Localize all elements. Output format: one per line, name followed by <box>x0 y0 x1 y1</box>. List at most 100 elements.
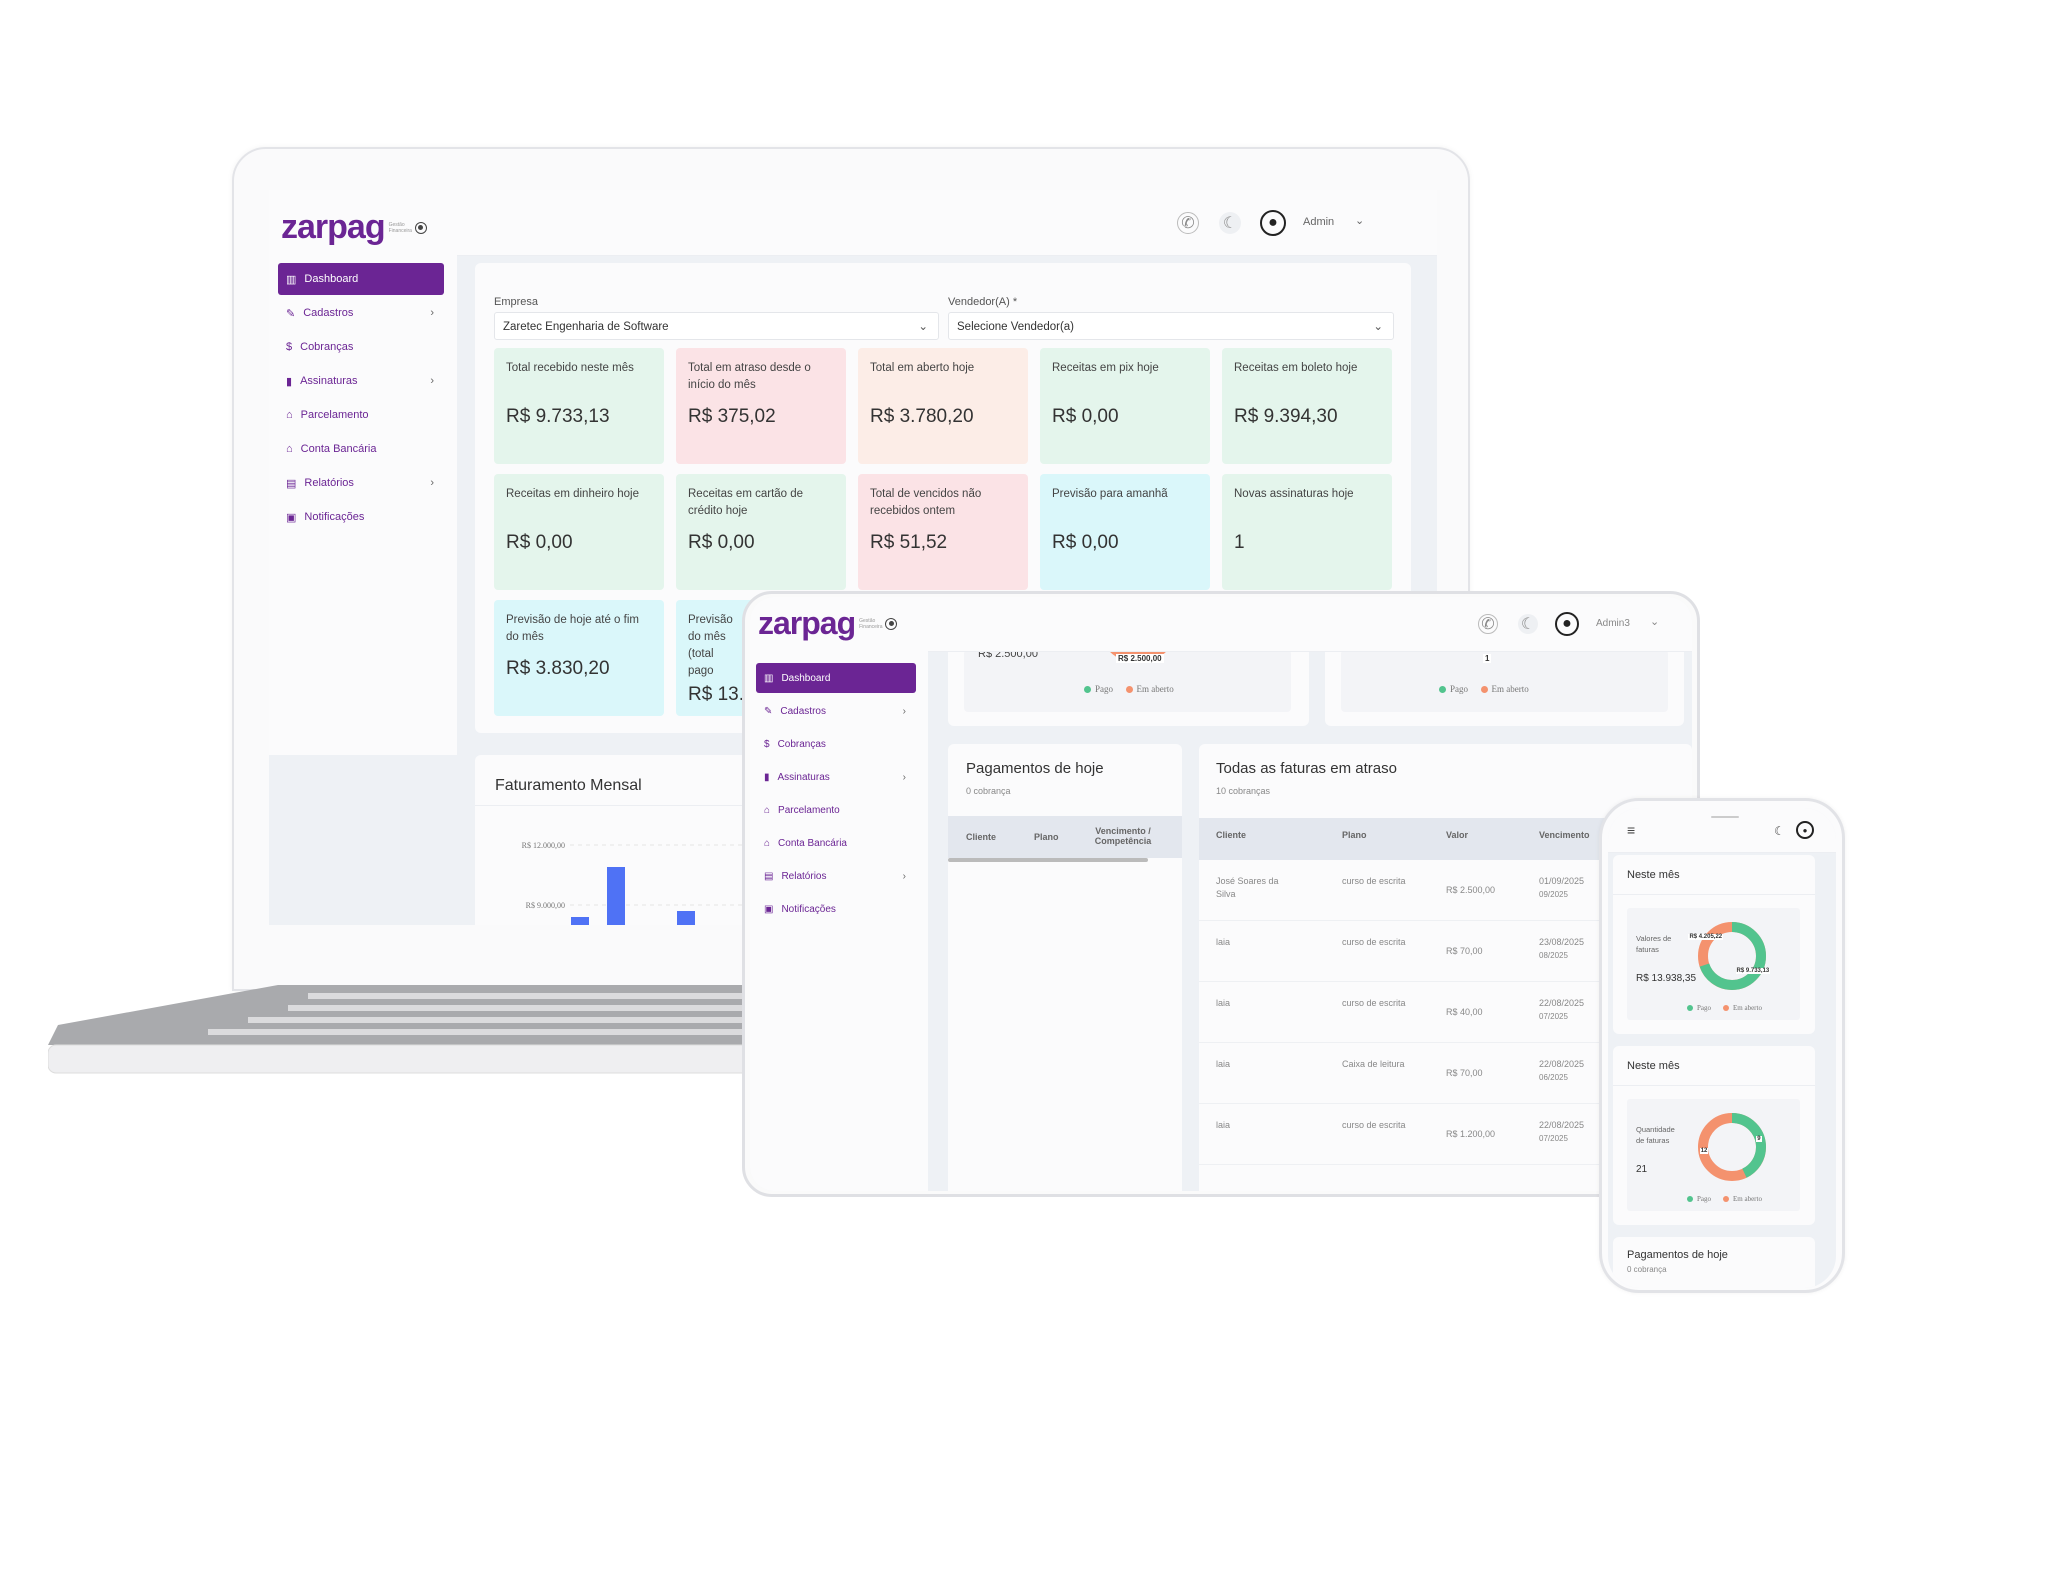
avatar-icon[interactable]: ● <box>1260 210 1286 236</box>
sidebar-item-dashboard[interactable]: ▥ Dashboard <box>278 263 444 295</box>
phone-donut-card: Neste mês Quantidade de faturas 21 9 12 Pago E… <box>1613 1046 1815 1225</box>
cell-subtext: 06/2025 <box>1539 1073 1568 1082</box>
sidebar-item-cadastros[interactable]: ✎ Cadastros › <box>756 696 916 726</box>
card-label: Receitas em cartão de crédito hoje <box>688 488 804 517</box>
card-label: Previsão para amanhã <box>1052 488 1168 500</box>
whatsapp-icon[interactable]: ✆ <box>1478 614 1498 634</box>
moon-icon[interactable]: ☾ <box>1219 212 1241 234</box>
phone-screen: ≡ ☾ ● Neste mês Valores de faturas R$ 13.9… <box>1608 808 1836 1288</box>
donut-card-values: R$ 2.500,00 R$ 2.500,00 Pago Em aberto <box>948 612 1309 726</box>
horizontal-scrollbar[interactable] <box>948 858 1148 862</box>
summary-card: Previsão de hoje até o fim do mês R$ 3.83… <box>494 600 664 716</box>
sidebar: zarpag Gestão Financeira ▥ Dashboard ✎ Cada… <box>269 190 457 755</box>
chart-icon: ▥ <box>286 273 297 286</box>
card-label: Total recebido neste mês <box>506 362 634 374</box>
card-label: Previsão de hoje até o fim do mês <box>506 614 639 643</box>
sidebar-item-label: Assinaturas <box>777 771 830 783</box>
cell-text: 01/09/2025 <box>1539 876 1585 886</box>
legend: Pago Em aberto <box>1687 1004 1762 1012</box>
table-cell: laia <box>1216 1058 1296 1071</box>
legend-paid: Pago <box>1095 684 1113 694</box>
cell-text: R$ 1.200,00 <box>1446 1129 1496 1139</box>
whatsapp-icon[interactable]: ✆ <box>1177 212 1199 234</box>
hamburger-menu-icon[interactable]: ≡ <box>1627 822 1636 838</box>
cell-text: R$ 70,00 <box>1446 1068 1483 1078</box>
theme-toggle-icon[interactable] <box>885 617 898 630</box>
sidebar-item-parcelamento[interactable]: ⌂ Parcelamento <box>756 795 916 825</box>
empresa-value: Zaretec Engenharia de Software <box>503 321 669 333</box>
sidebar-item-cobrancas[interactable]: $ Cobranças <box>756 729 916 759</box>
moon-icon[interactable]: ☾ <box>1518 614 1538 634</box>
moon-icon[interactable]: ☾ <box>1774 824 1785 838</box>
document-edit-icon: ✎ <box>764 705 773 717</box>
sidebar-item-cadastros[interactable]: ✎ Cadastros › <box>278 297 444 329</box>
sidebar-item-notificacoes[interactable]: ▣ Notificações <box>278 501 444 533</box>
cell-text: Caixa de leitura <box>1342 1059 1405 1069</box>
sidebar-item-assinaturas[interactable]: ▮ Assinaturas › <box>278 365 444 397</box>
table-cell: laia <box>1216 997 1296 1010</box>
sidebar-item-notificacoes[interactable]: ▣ Notificações <box>756 894 916 924</box>
column-header: Valor <box>1446 830 1469 840</box>
card-title: Pagamentos de hoje <box>1627 1249 1728 1261</box>
sidebar-item-label: Dashboard <box>781 672 831 684</box>
avatar-icon[interactable]: ● <box>1555 612 1579 636</box>
dollar-icon: $ <box>764 738 770 750</box>
table-row[interactable]: José Soares da Silva curso de escrita R$ 2… <box>1199 860 1692 921</box>
table-row[interactable]: laia curso de escrita R$ 70,00 23/08/2025 08… <box>1199 921 1692 982</box>
legend-paid: Pago <box>1697 1195 1711 1203</box>
legend-dot <box>1723 1005 1729 1011</box>
cell-text: R$ 2.500,00 <box>1446 885 1496 895</box>
sidebar-item-relatorios[interactable]: ▤ Relatórios › <box>278 467 444 499</box>
notification-icon: ▣ <box>764 903 774 915</box>
sidebar-item-conta-bancaria[interactable]: ⌂ Conta Bancária <box>278 433 444 465</box>
card-value: R$ 0,00 <box>1052 532 1119 553</box>
cell-text: José Soares da Silva <box>1216 876 1279 899</box>
logo-text: zarpag <box>758 605 856 641</box>
table-row[interactable]: laia curso de escrita R$ 1.200,00 22/08/202… <box>1199 1104 1692 1165</box>
chevron-down-icon: ⌄ <box>1373 321 1383 333</box>
sidebar-item-relatorios[interactable]: ▤ Relatórios › <box>756 861 916 891</box>
card-value: R$ 0,00 <box>506 532 573 553</box>
card-count: 0 cobrança <box>966 786 1011 796</box>
legend-open: Em aberto <box>1136 684 1174 694</box>
user-name[interactable]: Admin3 <box>1596 618 1630 629</box>
table-cell: R$ 1.200,00 <box>1446 1128 1516 1141</box>
sidebar-item-label: Parcelamento <box>300 409 369 421</box>
summary-card: Receitas em dinheiro hoje R$ 0,00 <box>494 474 664 590</box>
table-cell: 22/08/2025 06/2025 <box>1539 1058 1609 1084</box>
card-value: R$ 3.830,20 <box>506 658 610 679</box>
logo-text: zarpag <box>281 208 386 246</box>
empresa-select[interactable]: Zaretec Engenharia de Software ⌄ <box>494 312 939 340</box>
sidebar-item-cobrancas[interactable]: $ Cobranças <box>278 331 444 363</box>
legend-dot <box>1687 1196 1693 1202</box>
card-label: Total de vencidos não recebidos ontem <box>870 488 982 517</box>
sidebar-item-conta-bancaria[interactable]: ⌂ Conta Bancária <box>756 828 916 858</box>
card-value: R$ 9.733,13 <box>506 406 610 427</box>
sidebar-item-assinaturas[interactable]: ▮ Assinaturas › <box>756 762 916 792</box>
tablet-header: ✆ ☾ ● Admin3 ⌄ <box>928 597 1692 652</box>
theme-toggle-icon[interactable] <box>414 221 427 234</box>
tablet-screen: zarpag Gestão Financeira ▥ Dashboard ✎ Cada… <box>750 597 1692 1191</box>
card-label: Receitas em dinheiro hoje <box>506 488 639 500</box>
table-cell: 23/08/2025 08/2025 <box>1539 936 1609 962</box>
summary-card: Total em atraso desde o início do mês R$ … <box>676 348 846 464</box>
sidebar-item-label: Notificações <box>304 511 365 523</box>
cell-text: 23/08/2025 <box>1539 937 1585 947</box>
table-cell: R$ 70,00 <box>1446 945 1516 958</box>
donut-card-count: 1 Pago Em aberto <box>1325 612 1684 726</box>
vendedor-select[interactable]: Selecione Vendedor(a) ⌄ <box>948 312 1394 340</box>
sidebar-item-label: Cobranças <box>777 738 826 750</box>
sidebar-item-parcelamento[interactable]: ⌂ Parcelamento <box>278 399 444 431</box>
sidebar-item-label: Dashboard <box>304 273 359 285</box>
chevron-down-icon[interactable]: ⌄ <box>1355 215 1365 227</box>
chevron-right-icon: › <box>430 477 434 489</box>
chevron-down-icon[interactable]: ⌄ <box>1650 616 1660 628</box>
column-header: Cliente <box>966 832 997 842</box>
avatar-icon[interactable]: ● <box>1796 821 1814 839</box>
table-cell: curso de escrita <box>1342 1119 1412 1132</box>
table-row[interactable]: laia curso de escrita R$ 40,00 22/08/2025 07… <box>1199 982 1692 1043</box>
user-name[interactable]: Admin <box>1303 216 1335 228</box>
table-row[interactable]: laia Caixa de leitura R$ 70,00 22/08/2025 06… <box>1199 1043 1692 1104</box>
sidebar-item-dashboard[interactable]: ▥ Dashboard <box>756 663 916 693</box>
sidebar-item-label: Cadastros <box>303 307 354 319</box>
